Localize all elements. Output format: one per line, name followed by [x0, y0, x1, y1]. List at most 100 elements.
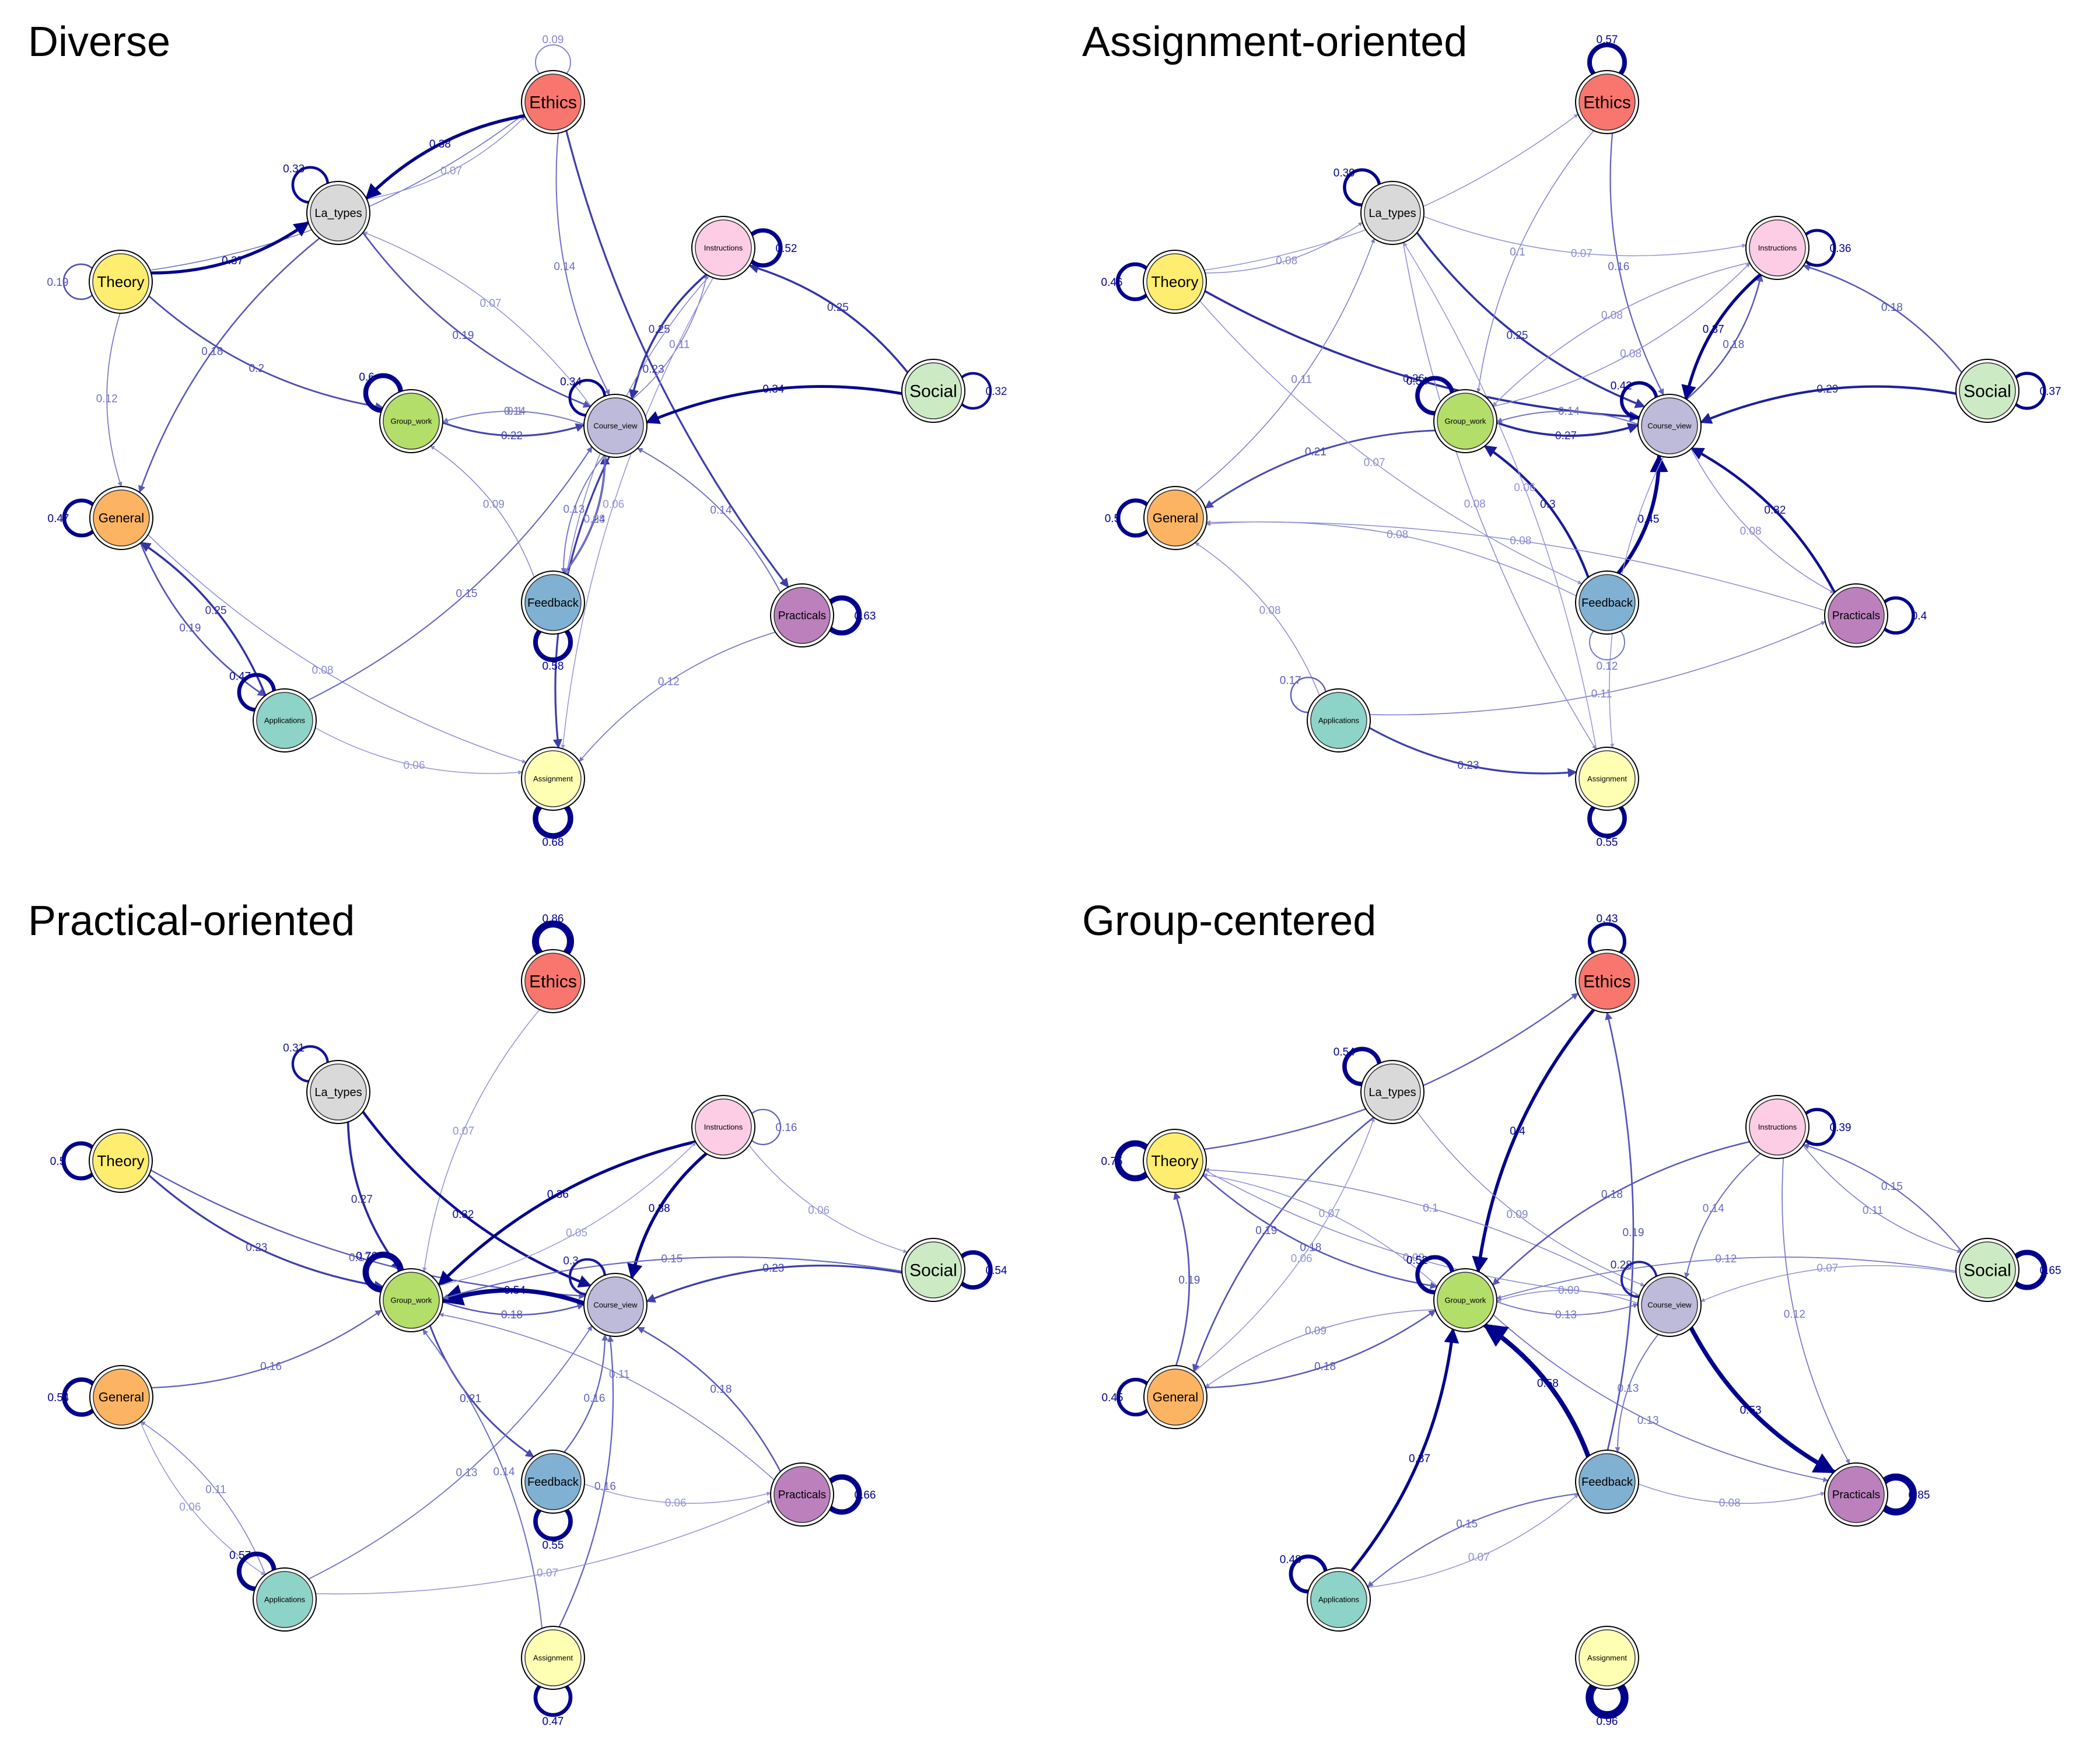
edge-weight-label: 0.11	[205, 1483, 226, 1496]
node-applications: Applications	[1307, 1567, 1371, 1632]
self-loop-weight-label: 0.39	[1334, 167, 1355, 180]
edge-weight-label: 0.25	[1507, 330, 1528, 342]
node-disc	[256, 1571, 313, 1628]
panel-network: 0.07 0.08 0.16 0.07 0.25 0.26 0.18 0.37 0.18 0.29…	[1101, 34, 2062, 849]
edge-weight-label: 0.25	[205, 604, 227, 617]
self-loops: 0.570.390.360.460.370.54 0.420.50.120.40.…	[1101, 34, 2062, 849]
panel-group-centered: Group-centered 0.170.40.190.190.090.10.0…	[1082, 898, 2061, 1728]
node-disc	[1828, 1466, 1885, 1523]
edge-ethics-to-practicals	[565, 128, 789, 588]
edge-weight-label: 0.08	[1601, 309, 1623, 321]
edge-weight-label: 0.37	[1703, 324, 1724, 336]
node-label: Social	[909, 1261, 957, 1280]
self-loop-weight-label: 0.85	[1909, 1489, 1930, 1502]
edge-weight-label: 0.21	[460, 1393, 481, 1405]
edge-weight-label: 0.23	[1458, 760, 1479, 772]
edge-weight-label: 0.1	[1510, 246, 1525, 258]
edge-weight-label: 0.08	[1740, 525, 1762, 537]
edge-group-work-to-theory	[1202, 1172, 1440, 1288]
edge-weight-label: 0.23	[246, 1242, 267, 1254]
self-loop-weight-label: 0.19	[47, 276, 69, 289]
node-general: General	[1143, 1365, 1208, 1429]
edge-weight-label: 0.38	[429, 138, 451, 150]
node-practicals: Practicals	[1824, 583, 1888, 648]
edge-weight-label: 0.08	[1719, 1497, 1741, 1510]
edge-course-view-to-group-work	[1496, 411, 1641, 426]
node-ethics: Ethics	[1575, 70, 1639, 134]
node-assignment: Assignment	[521, 1626, 585, 1690]
edge-weight-label: 0.09	[1558, 1284, 1580, 1297]
edge-weight-label: 0.13	[1617, 1382, 1639, 1395]
node-la-types: La_types	[306, 1060, 370, 1124]
node-disc	[1578, 74, 1636, 131]
node-disc	[1641, 1276, 1698, 1334]
edge-weight-label: 0.22	[501, 430, 523, 442]
node-disc	[256, 692, 313, 749]
self-loop-weight-label: 0.5	[1105, 513, 1120, 525]
edge-weight-label: 0.18	[501, 1309, 523, 1321]
node-disc	[1749, 1098, 1806, 1156]
node-disc	[1578, 750, 1636, 807]
edge-weight-label: 0.06	[808, 1205, 830, 1217]
edge-weight-label: 0.06	[603, 498, 624, 510]
edge-weight-label: 0.37	[222, 255, 243, 267]
edge-weight-label: 0.13	[563, 503, 584, 516]
edge-practicals-to-group-work	[439, 1312, 776, 1482]
edge-feedback-to-applications	[1367, 1493, 1581, 1588]
node-label: La_types	[1368, 1086, 1416, 1099]
self-loop-weight-label: 0.32	[986, 386, 1007, 398]
edge-instructions-to-course-view	[1681, 271, 1763, 401]
edge-weight-label: 0.09	[483, 498, 505, 510]
edge-theory-to-general	[106, 310, 123, 487]
edge-weight-label: 0.23	[643, 363, 664, 376]
edge-practicals-to-general	[1206, 520, 1828, 612]
self-loop-weight-label: 0.54	[986, 1265, 1007, 1277]
edge-weight-label: 0.09	[1403, 1252, 1424, 1264]
edge-weight-label: 0.05	[566, 1227, 587, 1240]
self-loop-weight-label: 0.55	[1597, 836, 1618, 849]
edge-weight-label: 0.34	[762, 383, 784, 396]
edge-instructions-to-course-view	[627, 1150, 709, 1280]
edge-theory-to-la-types	[1202, 222, 1363, 274]
node-disc	[1364, 1063, 1421, 1121]
edge-ethics-to-group-work	[1472, 1006, 1597, 1273]
node-label: Social	[909, 382, 957, 401]
edge-practicals-to-course-view	[636, 1326, 783, 1474]
node-disc	[524, 574, 582, 631]
edge-weight-label: 0.18	[1314, 1360, 1336, 1373]
node-practicals: Practicals	[1824, 1462, 1888, 1527]
node-disc	[92, 253, 149, 310]
edge-weight-label: 0.18	[1601, 1188, 1623, 1200]
edge-social-to-instructions	[1803, 264, 1964, 375]
edge-ethics-to-group-work	[422, 1007, 542, 1272]
node-label: Practicals	[778, 610, 826, 622]
node-assignment: Assignment	[1575, 1626, 1639, 1690]
self-loop-weight-label: 0.39	[1830, 1122, 1852, 1134]
edge-course-view-to-feedback	[561, 453, 607, 573]
node-ethics: Ethics	[521, 949, 585, 1013]
node-disc	[1578, 574, 1636, 631]
edge-general-to-group-work	[149, 1310, 382, 1389]
edge-weight-label: 0.07	[1817, 1262, 1838, 1275]
self-loop-weight-label: 0.54	[1334, 1046, 1355, 1059]
edge-weight-label: 0.18	[201, 346, 223, 358]
self-loop-weight-label: 0.57	[1597, 34, 1618, 46]
edge-instructions-to-assignment	[561, 275, 715, 750]
edge-weight-label: 0.06	[665, 1497, 687, 1510]
edge-group-work-to-course-view	[440, 1300, 585, 1316]
edge-weight-label: 0.06	[179, 1502, 201, 1514]
node-disc	[383, 1272, 440, 1329]
edge-weight-label: 0.19	[453, 330, 474, 342]
edge-weight-label: 0.45	[1638, 513, 1660, 526]
edge-la-types-to-general	[1192, 1115, 1376, 1373]
node-disc	[1828, 587, 1885, 644]
edge-practicals-to-assignment	[579, 631, 778, 762]
edge-instructions-to-course-view	[1684, 1151, 1763, 1279]
edge-weight-label: 0.08	[1510, 535, 1531, 547]
self-loop-weight-label: 0.28	[1611, 1259, 1632, 1272]
edge-la-types-to-assignment	[1402, 240, 1597, 750]
edge-weight-label: 0.08	[312, 664, 334, 677]
node-label: Applications	[264, 716, 306, 725]
edge-course-view-to-group-work	[440, 1284, 587, 1307]
edge-theory-to-la-types	[148, 221, 310, 275]
